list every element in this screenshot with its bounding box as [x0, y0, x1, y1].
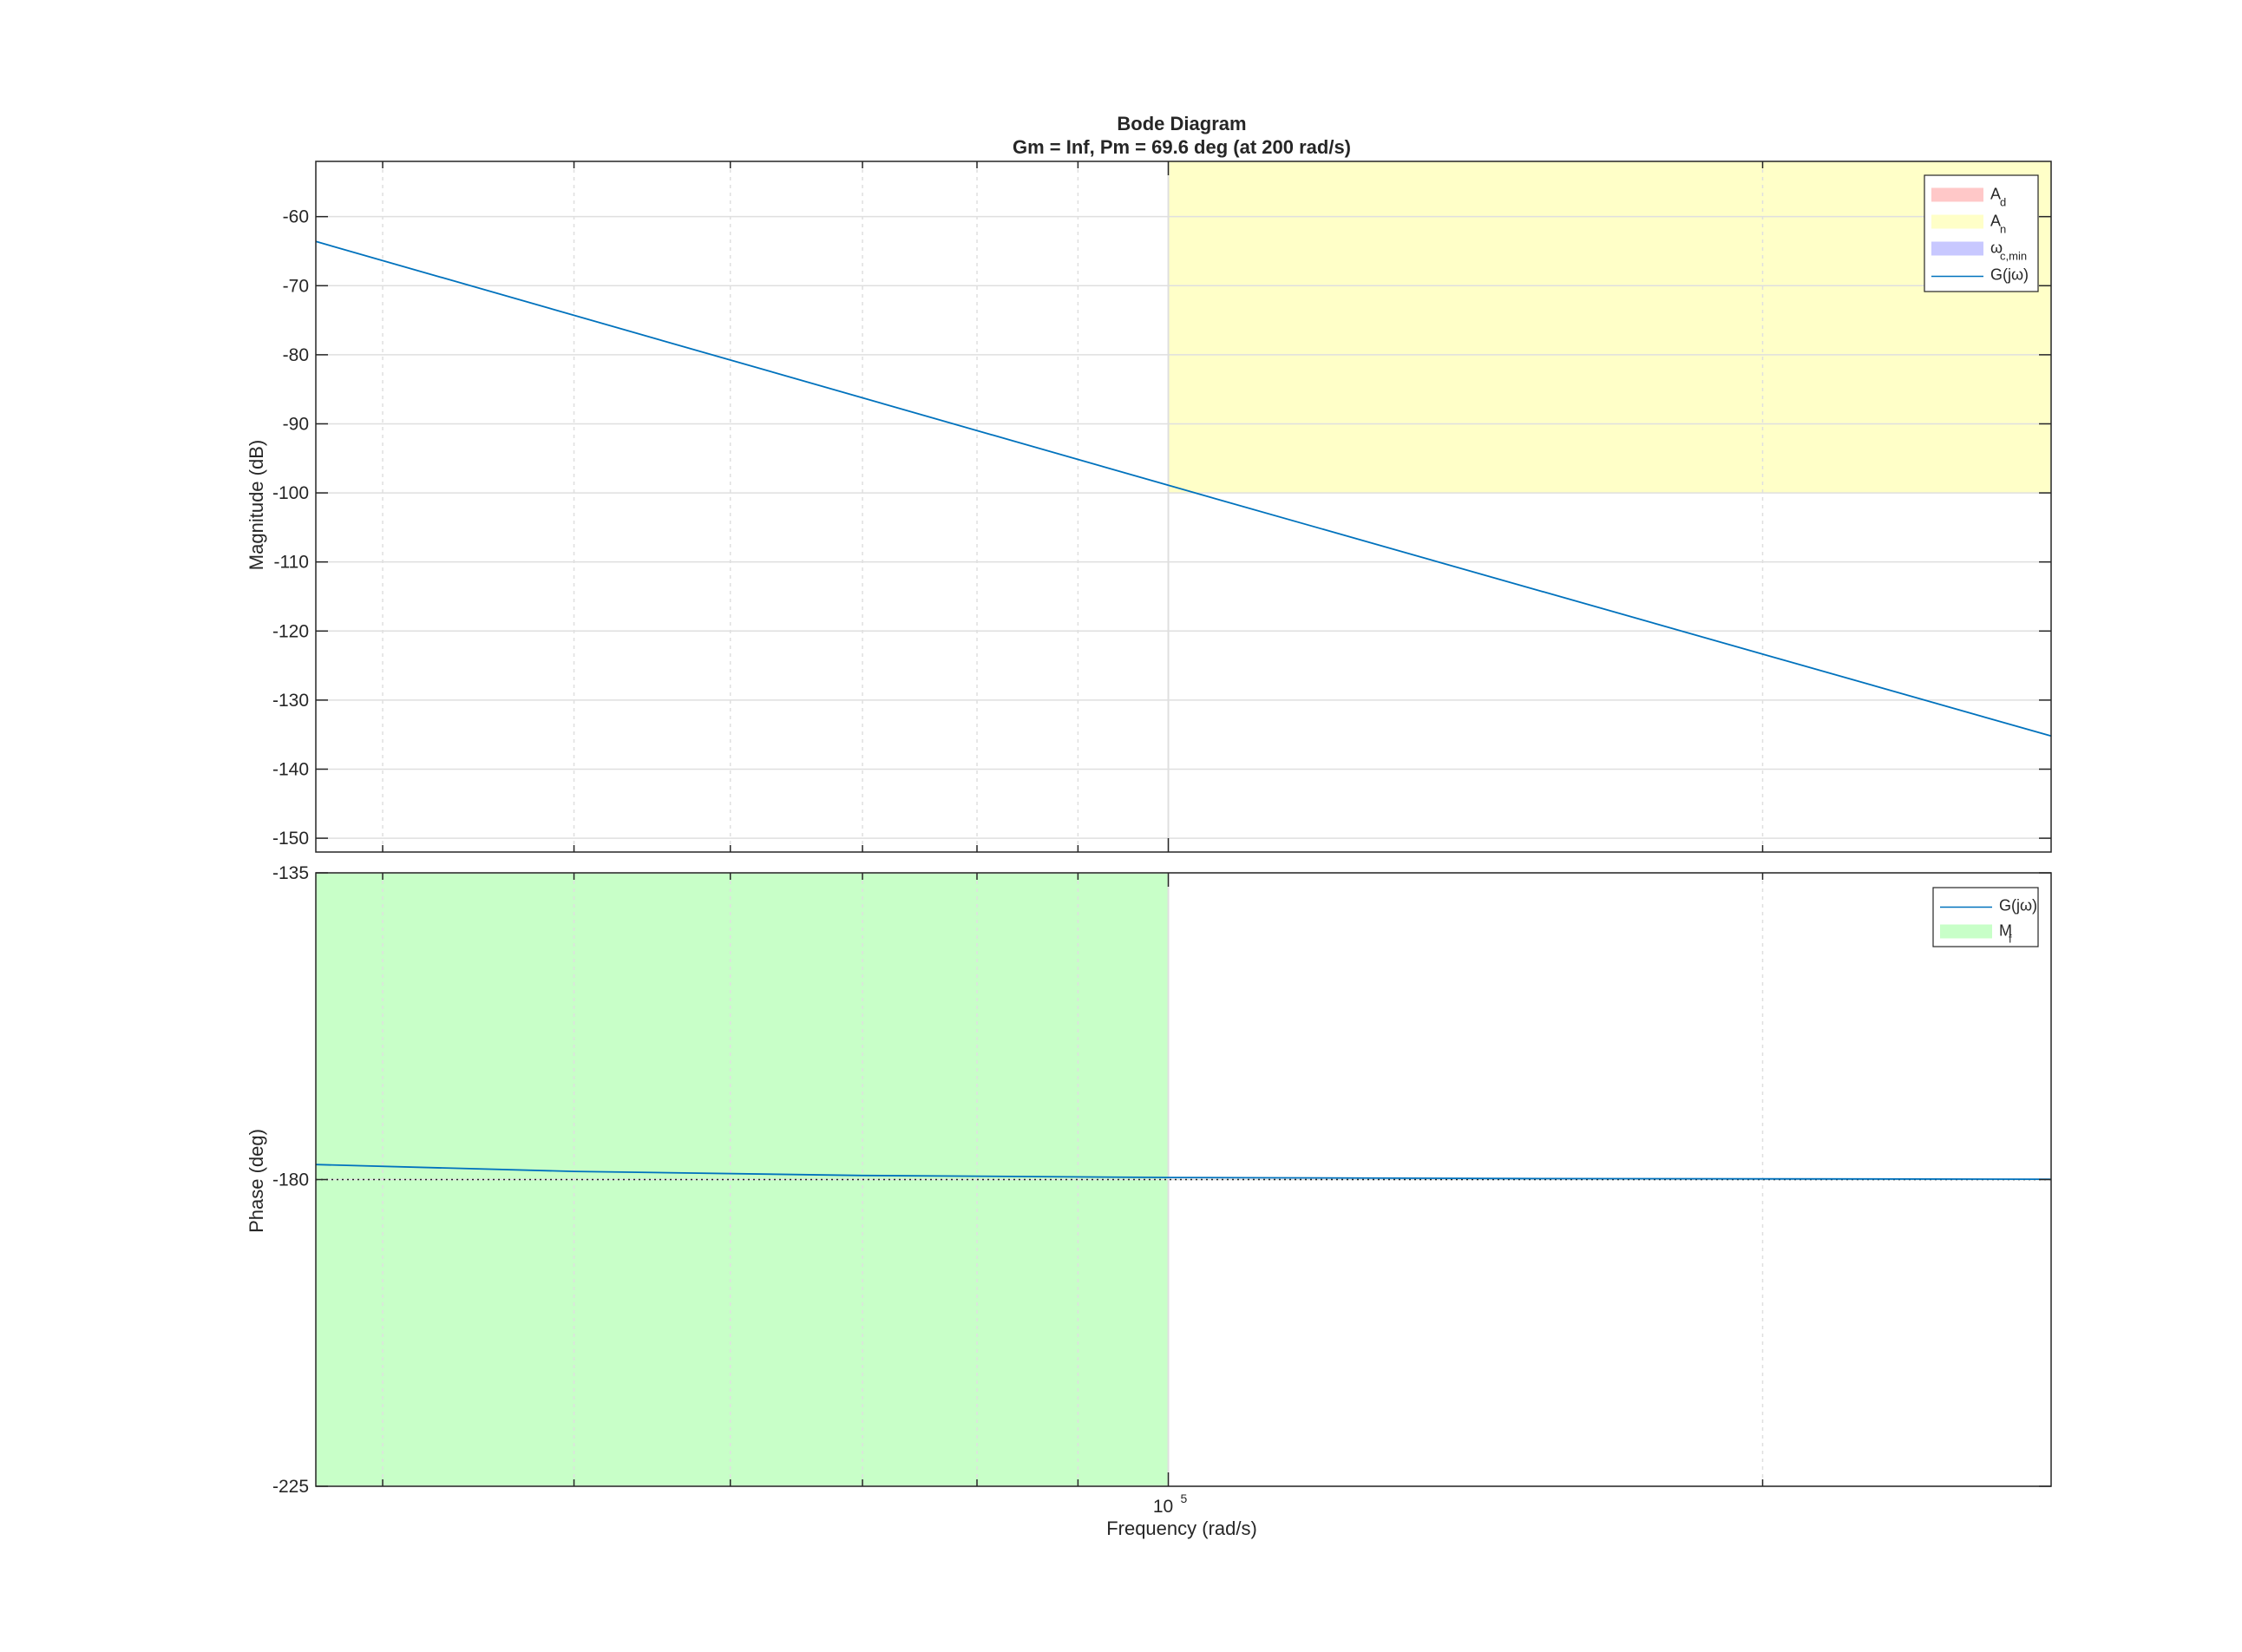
chart-title: Bode Diagram	[1117, 113, 1246, 134]
mag-ytick-label: -110	[274, 553, 309, 573]
magnitude-axes: -60 -70 -80 -90 -100 -110 -120 -130 -140 -150 AdAn…	[272, 161, 2052, 853]
phase-legend-label: G(jω)	[1999, 897, 2037, 914]
xtick-label-exponent: 5	[1181, 1491, 1188, 1505]
mag-ytick-label: -150	[272, 829, 309, 849]
magnitude-ylabel: Magnitude (dB)	[246, 440, 267, 570]
mag-legend-label-sub: d	[2000, 196, 2006, 209]
phase-legend-label: M	[1999, 922, 2012, 940]
mag-legend-label-sub: n	[2000, 223, 2006, 236]
mag-ytick-label: -70	[283, 276, 309, 296]
mag-legend-label: G(jω)	[1990, 266, 2029, 284]
mag-legend-label: A	[1990, 186, 2001, 203]
phase-axes: -135 -180 -225 10 5 G(jω) Mf	[272, 863, 2052, 1517]
phase-axes-box	[315, 872, 2052, 1487]
mag-series-line	[315, 240, 2052, 738]
phase-ytick-label: -225	[272, 1477, 309, 1497]
mag-legend-patch	[1931, 187, 1983, 202]
mag-ytick-label: -120	[272, 621, 309, 641]
phase-ytick-label: -180	[272, 1170, 309, 1190]
phase-ylabel: Phase (deg)	[246, 1129, 267, 1233]
mag-axes-box	[315, 161, 2052, 853]
chart-subtitle: Gm = Inf, Pm = 69.6 deg (at 200 rad/s)	[1013, 136, 1351, 158]
phase-legend-label-sub: f	[2009, 933, 2012, 946]
mag-ytick-label: -100	[272, 483, 309, 503]
phase-legend-patch	[1940, 924, 1992, 939]
mag-legend-patch	[1931, 214, 1983, 229]
mag-legend-label: ω	[1990, 239, 2003, 257]
mag-ytick-label: -90	[283, 414, 309, 434]
mag-legend-patch	[1931, 241, 1983, 256]
xlabel: Frequency (rad/s)	[1106, 1518, 1257, 1539]
mag-ytick-label: -60	[283, 207, 309, 227]
mag-ytick-label: -130	[272, 691, 309, 711]
mag-ytick-label: -80	[283, 345, 309, 365]
xtick-label: 10	[1153, 1497, 1173, 1517]
mag-region-a-n	[1168, 161, 2051, 494]
mag-legend-label-sub: c,min	[2000, 250, 2027, 263]
phase-series-line	[315, 1164, 2052, 1180]
mag-ytick-label: -140	[272, 759, 309, 779]
mag-legend-label: A	[1990, 213, 2001, 230]
phase-ytick-label: -135	[272, 863, 309, 883]
